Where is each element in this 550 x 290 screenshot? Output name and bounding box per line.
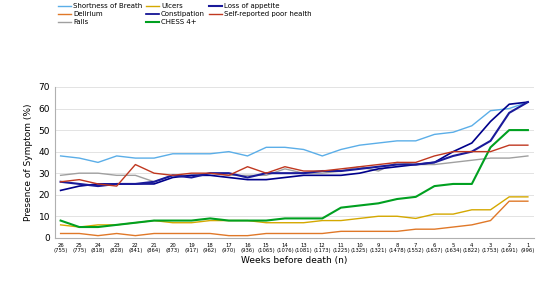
X-axis label: Weeks before death (n): Weeks before death (n) xyxy=(241,256,348,265)
Legend: Shortness of Breath, Delirium, Falls, Ulcers, Constipation, CHESS 4+, Loss of ap: Shortness of Breath, Delirium, Falls, Ul… xyxy=(58,3,311,25)
Y-axis label: Presence of Symptom (%): Presence of Symptom (%) xyxy=(24,104,33,221)
